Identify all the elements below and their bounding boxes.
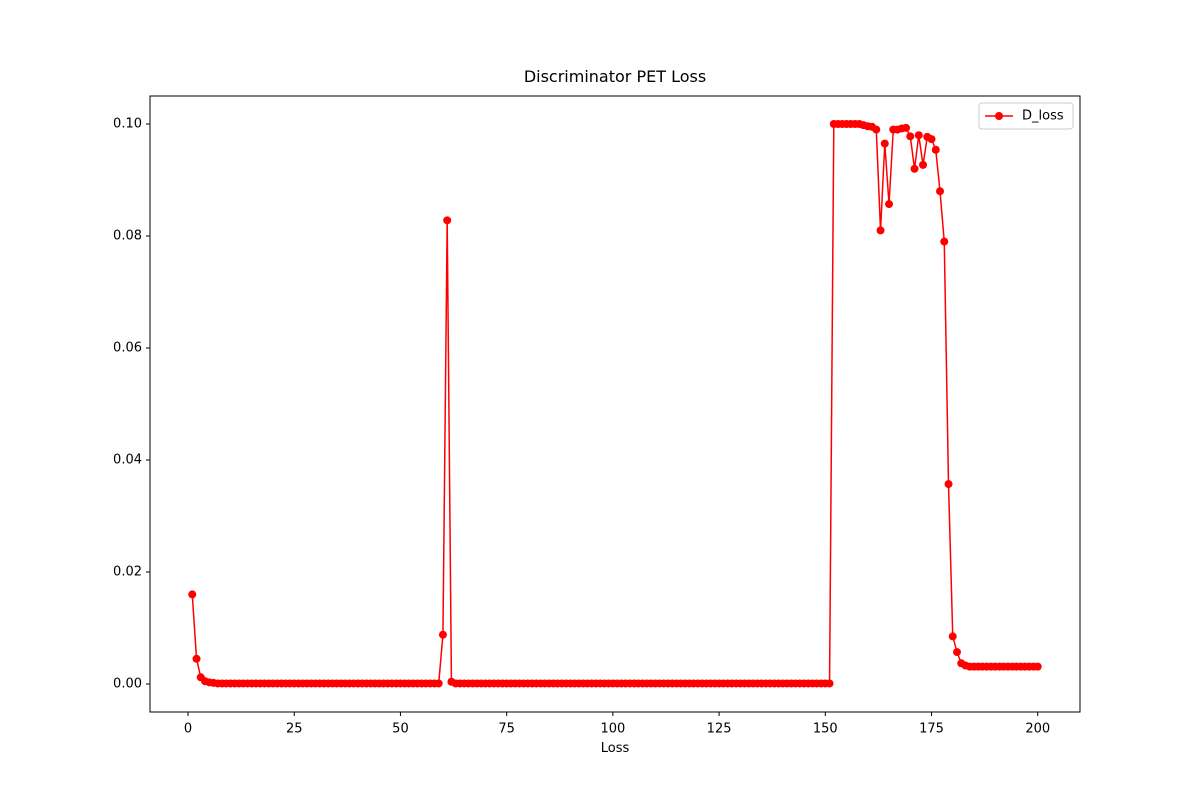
plot-frame	[149, 95, 1081, 713]
y-tick-label: 0.06	[113, 341, 142, 356]
x-tick-label: 0	[184, 722, 192, 737]
data-point	[927, 135, 936, 144]
y-tick-label: 0.10	[113, 117, 142, 132]
data-point	[434, 679, 443, 688]
data-point	[944, 480, 953, 489]
x-tick-label: 125	[707, 722, 732, 737]
data-point	[906, 132, 915, 141]
legend-label: D_loss	[1022, 109, 1064, 124]
data-point	[1033, 662, 1042, 671]
x-tick-label: 75	[498, 722, 515, 737]
data-point	[438, 630, 447, 639]
data-point	[948, 632, 957, 641]
data-point	[940, 237, 949, 246]
data-line	[191, 123, 1038, 685]
y-tick-label: 0.00	[113, 677, 142, 692]
x-tick-label: 100	[600, 722, 625, 737]
x-tick-label: 175	[919, 722, 944, 737]
data-point	[919, 160, 928, 169]
x-tick-label: 150	[813, 722, 838, 737]
y-tick-label: 0.04	[113, 453, 142, 468]
x-tick-label: 50	[392, 722, 409, 737]
chart-title: Discriminator PET Loss	[524, 67, 706, 86]
y-tick-label: 0.02	[113, 565, 142, 580]
data-point	[910, 164, 919, 173]
data-point	[885, 200, 894, 209]
x-tick-label: 25	[286, 722, 303, 737]
legend-box	[978, 102, 1074, 130]
data-point	[876, 226, 885, 235]
x-axis-label: Loss	[601, 741, 630, 756]
data-point	[825, 679, 834, 688]
data-point	[872, 125, 881, 134]
data-point	[188, 590, 197, 599]
data-point	[914, 131, 923, 140]
data-point	[192, 654, 201, 663]
data-point	[931, 145, 940, 154]
data-point	[936, 187, 945, 196]
data-point	[902, 123, 911, 132]
data-point	[443, 216, 452, 225]
data-point	[880, 139, 889, 148]
x-tick-label: 200	[1025, 722, 1050, 737]
legend-marker	[995, 112, 1003, 120]
data-point	[953, 648, 962, 657]
y-tick-label: 0.08	[113, 229, 142, 244]
